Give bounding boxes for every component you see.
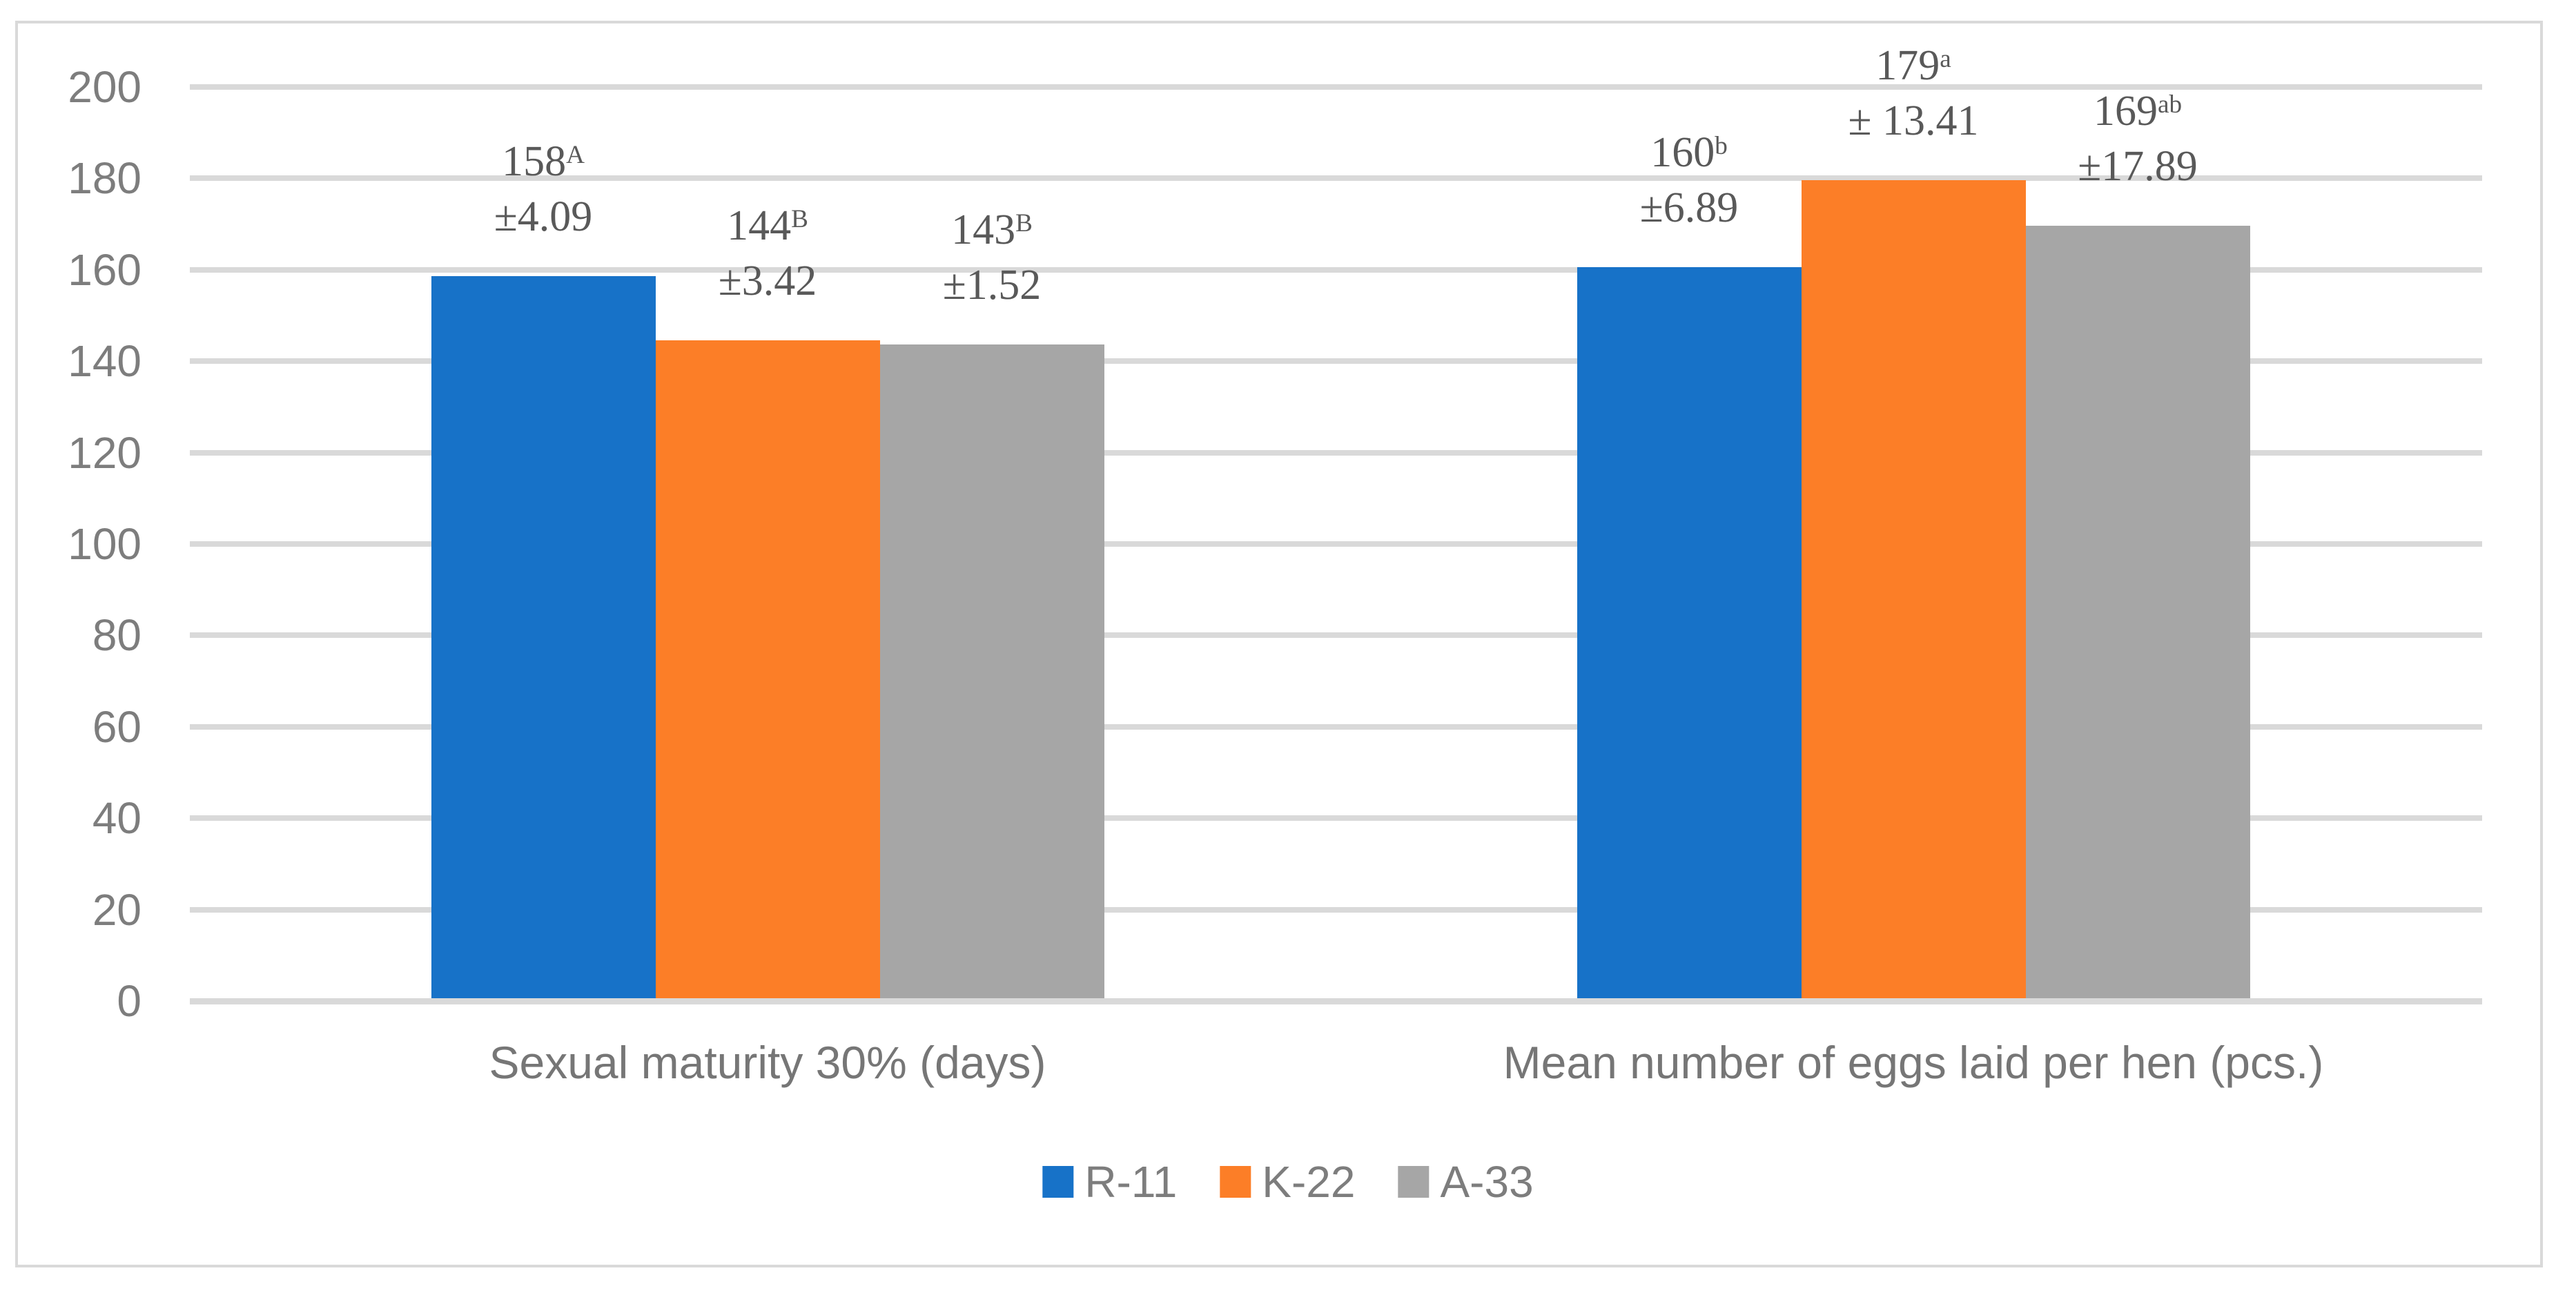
y-tick-label: 40 [92,793,142,844]
data-label-k-22-cat1: 144B ±3.42 [719,198,817,309]
bar-a-33-cat1 [879,344,1104,998]
data-label-value: 143B [951,206,1033,254]
legend: R-11 K-22 A-33 [1042,1157,1534,1207]
bar-k-22-cat2 [1801,180,2026,998]
bar-k-22-cat1 [655,340,880,998]
data-label-error: ±6.89 [1639,184,1739,231]
gridline [190,541,2482,547]
bar-r-11-cat2 [1577,266,1802,998]
legend-swatch-icon [1042,1166,1074,1198]
data-label-value: 160b [1650,128,1728,176]
y-tick-label: 100 [68,519,142,569]
significance-superscript: B [1015,209,1033,238]
y-tick-label: 20 [92,884,142,935]
y-tick-label: 200 [68,62,142,112]
data-label-k-22-cat2: 179a ± 13.41 [1848,38,1978,148]
gridline [190,358,2482,364]
y-tick-label: 80 [92,610,142,661]
data-label-r-11-cat2: 160b ±6.89 [1640,125,1739,235]
significance-superscript: a [1940,45,1951,74]
legend-item-r-11: R-11 [1042,1157,1178,1207]
bar-r-11-cat1 [431,276,656,998]
gridline [190,84,2482,90]
bar-a-33-cat2 [2025,226,2250,998]
data-label-value: 158A [502,138,585,186]
gridline [190,175,2482,182]
significance-superscript: b [1715,131,1728,160]
significance-superscript: A [566,141,585,170]
legend-label: A-33 [1440,1157,1534,1207]
legend-item-a-33: A-33 [1398,1157,1534,1207]
legend-swatch-icon [1220,1166,1251,1198]
significance-superscript: B [791,204,808,233]
data-label-a-33-cat2: 169ab ±17.89 [2078,84,2198,194]
legend-label: K-22 [1262,1157,1356,1207]
legend-swatch-icon [1398,1166,1430,1198]
gridline [190,632,2482,639]
category-label-2: Mean number of eggs laid per hen (pcs.) [1503,1037,2324,1088]
y-tick-label: 160 [68,244,142,295]
gridline [190,906,2482,913]
x-axis-line [190,998,2482,1004]
gridline [190,266,2482,273]
y-tick-label: 60 [92,701,142,752]
data-label-error: ±4.09 [494,193,593,241]
gridline [190,723,2482,730]
y-tick-label: 180 [68,153,142,204]
data-label-error: ±17.89 [2078,143,2198,191]
data-label-value: 179a [1875,42,1951,90]
y-tick-label: 140 [68,336,142,387]
legend-label: R-11 [1084,1157,1178,1207]
data-label-error: ± 13.41 [1848,97,1979,145]
y-tick-label: 120 [68,427,142,478]
data-label-r-11-cat1: 158A ±4.09 [494,134,593,244]
significance-superscript: ab [2157,90,2183,119]
data-label-a-33-cat1: 143B ±1.52 [943,202,1042,313]
chart-border [15,21,2543,1267]
data-label-error: ±3.42 [718,257,817,304]
data-label-error: ±1.52 [942,262,1042,309]
category-label-1: Sexual maturity 30% (days) [489,1037,1046,1088]
y-tick-label: 0 [117,976,142,1026]
data-label-value: 169ab [2093,88,2183,135]
data-label-value: 144B [727,202,808,249]
gridline [190,449,2482,456]
gridline [190,815,2482,822]
legend-item-k-22: K-22 [1220,1157,1356,1207]
